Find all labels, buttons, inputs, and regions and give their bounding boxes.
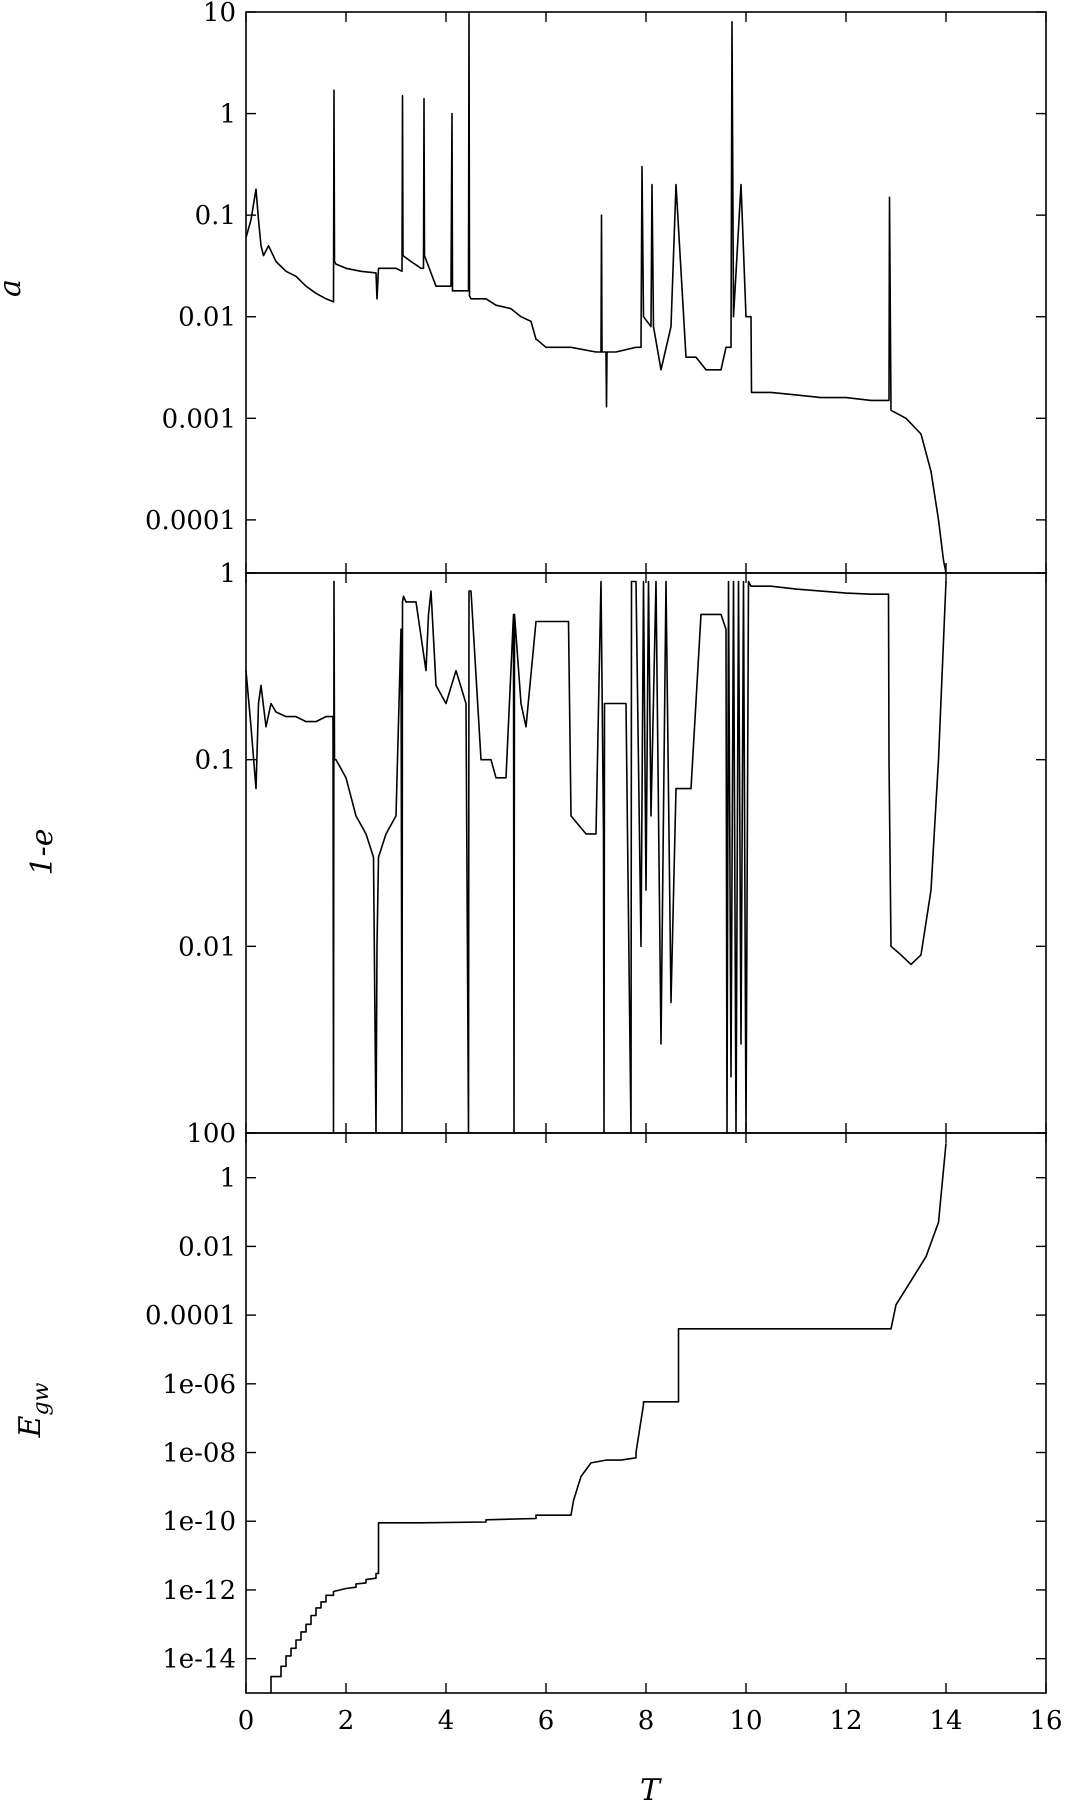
ytick-label: 0.0001	[145, 1301, 236, 1331]
ylabel-egw-sub: gw	[29, 1382, 54, 1415]
ytick-label: 1e-10	[162, 1507, 236, 1537]
ytick-label: 1e-12	[162, 1576, 236, 1606]
ytick-label: 1e-08	[162, 1439, 236, 1469]
ylabel-egw: Egw	[13, 1382, 54, 1438]
xtick-label: 14	[929, 1706, 962, 1736]
xtick-label: 2	[338, 1706, 355, 1736]
ytick-label: 0.1	[195, 746, 236, 776]
ytick-label: 0.0001	[145, 506, 236, 536]
panel-one-minus-e: 100 0.01 0.1 1	[178, 559, 1047, 1149]
ytick-label: 1	[219, 100, 236, 130]
ytick-label: 100	[186, 1119, 236, 1149]
ytick-label: 1e-14	[162, 1645, 236, 1675]
ytick-label: 10	[203, 0, 236, 28]
ytick-label: 0.01	[178, 932, 236, 962]
series-line	[245, 580, 947, 1134]
xlabel-t: T	[640, 1773, 662, 1803]
ytick-label: 0.01	[178, 1232, 236, 1262]
xtick-label: 12	[829, 1706, 862, 1736]
xtick-label: 10	[729, 1706, 762, 1736]
xtick-label: 4	[438, 1706, 455, 1736]
panel-a: 0.0001 0.001 0.01 0.1 1 10	[145, 0, 1047, 574]
xtick-label: 16	[1029, 1706, 1062, 1736]
plot-frame	[245, 1132, 1047, 1694]
ylabel-egw-main: E	[13, 1415, 48, 1438]
ytick-label: 1	[219, 559, 236, 589]
ytick-label: 0.1	[195, 201, 236, 231]
ytick-label: 0.001	[162, 404, 236, 434]
ylabel-one-minus-e: 1-e	[25, 829, 60, 876]
xtick-label: 8	[638, 1706, 655, 1736]
ytick-label: 1e-06	[162, 1370, 236, 1400]
xtick-label: 6	[538, 1706, 555, 1736]
ylabel-a: a	[0, 279, 28, 297]
xtick-label: 0	[238, 1706, 255, 1736]
ytick-label: 1	[219, 1164, 236, 1194]
ytick-label: 0.01	[178, 303, 236, 333]
series-line	[270, 1143, 947, 1693]
series-line	[245, 11, 947, 574]
plot-frame	[245, 11, 1047, 574]
